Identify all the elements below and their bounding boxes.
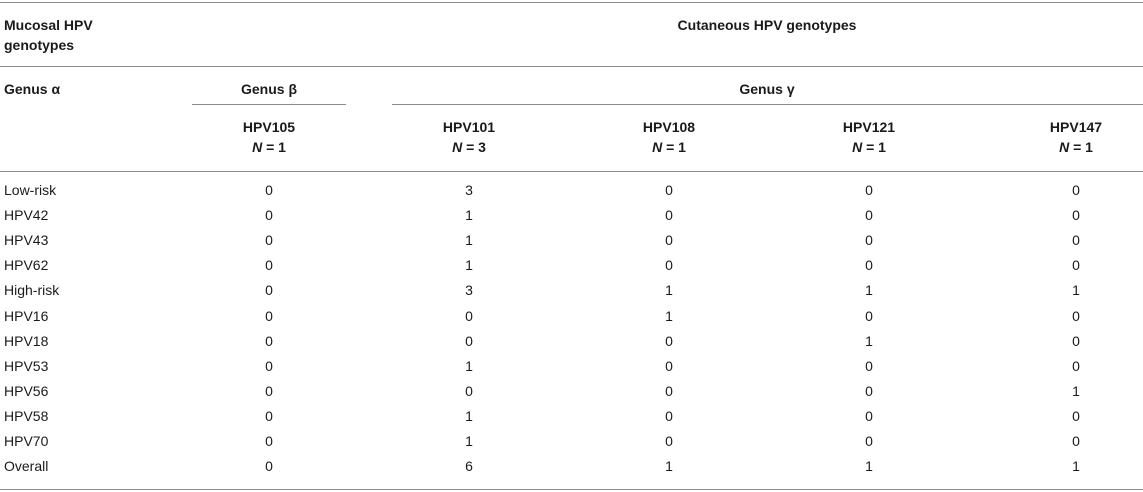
genus-beta-header: Genus β [241,81,297,97]
table-cell: 0 [465,383,473,399]
table-cell: 1 [465,433,473,449]
table-cell: 0 [865,358,873,374]
genus-gamma-underline [392,104,1143,105]
table-cell: 0 [465,333,473,349]
table-cell: 0 [665,333,673,349]
table-cell: 0 [465,308,473,324]
table-cell: 0 [865,383,873,399]
table-cell: 0 [1072,433,1080,449]
table-cell: 0 [665,257,673,273]
table-cell: 0 [265,458,273,474]
column-header-hpv147: HPV147 [1049,119,1103,135]
table-cell: 1 [865,458,873,474]
table-cell: 0 [265,282,273,298]
header-divider-rule [0,66,1143,67]
row-label: High-risk [4,282,60,298]
table-cell: 0 [1072,408,1080,424]
table-cell: 0 [265,308,273,324]
cutaneous-header: Cutaneous HPV genotypes [677,17,857,33]
table-cell: 0 [1072,257,1080,273]
table-cell: 0 [665,408,673,424]
table-cell: 1 [865,282,873,298]
table-cell: 0 [265,358,273,374]
table-cell: 0 [665,358,673,374]
table-cell: 0 [865,408,873,424]
table-cell: 0 [665,433,673,449]
row-label: HPV58 [4,408,49,424]
table-cell: 1 [865,333,873,349]
table-cell: 0 [265,383,273,399]
table-cell: 1 [1072,458,1080,474]
table-cell: 0 [265,433,273,449]
row-label: Low-risk [4,182,57,198]
genus-beta-underline [192,104,346,105]
column-sample-size: N = 3 [452,139,486,155]
table-cell: 3 [465,182,473,198]
table-cell: 0 [265,207,273,223]
table-cell: 0 [865,232,873,248]
table-cell: 3 [465,282,473,298]
row-label: HPV42 [4,207,49,223]
column-header-hpv101: HPV101 [442,119,496,135]
row-label: HPV70 [4,433,49,449]
column-sample-size: N = 1 [852,139,886,155]
table-cell: 0 [265,182,273,198]
table-cell: 6 [465,458,473,474]
table-cell: 0 [865,207,873,223]
table-cell: 1 [1072,282,1080,298]
table-cell: 0 [865,257,873,273]
column-sample-size: N = 1 [252,139,286,155]
row-label: Overall [4,458,49,474]
table-cell: 0 [1072,333,1080,349]
column-header-hpv105: HPV105 [242,119,296,135]
table-cell: 0 [1072,308,1080,324]
table-cell: 0 [1072,358,1080,374]
row-label: HPV62 [4,257,49,273]
column-sample-size: N = 1 [1059,139,1093,155]
table-cell: 0 [865,308,873,324]
row-label: HPV18 [4,333,49,349]
table-cell: 1 [465,232,473,248]
bottom-rule [0,489,1143,490]
table-cell: 0 [665,232,673,248]
table-cell: 0 [265,257,273,273]
table-cell: 0 [665,207,673,223]
genus-gamma-header: Genus γ [739,81,795,97]
table-cell: 0 [1072,207,1080,223]
mucosal-header-line2: genotypes [4,37,75,53]
table-cell: 1 [1072,383,1080,399]
table-cell: 1 [465,358,473,374]
table-cell: 0 [665,182,673,198]
table-cell: 0 [1072,182,1080,198]
table-cell: 1 [665,282,673,298]
table-cell: 1 [665,308,673,324]
column-sample-size: N = 1 [652,139,686,155]
row-label: HPV56 [4,383,49,399]
table-cell: 0 [1072,232,1080,248]
table-cell: 0 [665,383,673,399]
table-cell: 0 [265,408,273,424]
row-label: HPV16 [4,308,49,324]
row-label: HPV53 [4,358,49,374]
table-cell: 1 [665,458,673,474]
table-cell: 1 [465,257,473,273]
table-cell: 0 [265,333,273,349]
top-rule [0,2,1143,3]
column-header-hpv121: HPV121 [842,119,896,135]
column-header-hpv108: HPV108 [642,119,696,135]
table-cell: 0 [265,232,273,248]
column-header-bottom-rule [0,171,1143,172]
table-cell: 1 [465,408,473,424]
table-cell: 0 [865,182,873,198]
table-cell: 0 [865,433,873,449]
mucosal-header-line1: Mucosal HPV [4,17,93,33]
table-cell: 1 [465,207,473,223]
genus-alpha-header: Genus α [4,81,61,97]
row-label: HPV43 [4,232,49,248]
